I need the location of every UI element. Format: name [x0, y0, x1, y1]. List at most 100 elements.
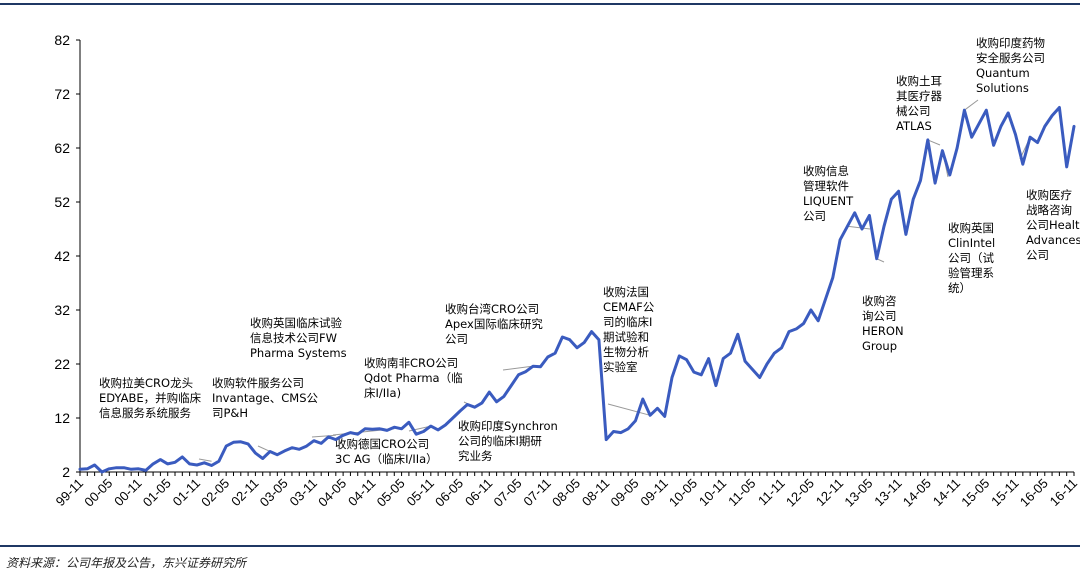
annotation-text: 期试验和: [603, 330, 649, 344]
annotation-text: 信息技术公司FW: [250, 331, 337, 345]
annotation-text: EDYABE，并购临床: [99, 391, 202, 405]
annotation-text: Solutions: [976, 81, 1029, 95]
annotation-text: 收购德国CRO公司: [335, 437, 429, 451]
x-tick-label: 00-11: [111, 476, 144, 509]
y-tick-label: 52: [54, 194, 70, 210]
x-tick-label: 03-11: [287, 476, 320, 509]
y-tick-label: 32: [54, 302, 70, 318]
x-tick-label: 07-05: [491, 476, 525, 510]
annotation-text: 公司: [445, 332, 468, 346]
x-tick-label: 16-05: [1017, 476, 1051, 510]
x-tick-label: 00-05: [81, 476, 115, 510]
annotation-leader: [847, 225, 871, 230]
annotation-text: 收购英国: [948, 221, 994, 235]
annotation-text: 管理软件: [803, 179, 849, 193]
x-tick-label: 05-05: [374, 476, 408, 510]
annotation-text: Qdot Pharma（临: [364, 371, 463, 385]
annotation-text: 安全服务公司: [976, 51, 1045, 65]
x-tick-label: 13-05: [841, 476, 875, 510]
x-tick-label: 09-11: [637, 476, 670, 509]
annotation-text: CEMAF公: [603, 300, 655, 314]
x-tick-label: 09-05: [607, 476, 641, 510]
annotation-text: Invantage、CMS公: [212, 391, 319, 405]
x-tick-label: 01-11: [170, 476, 203, 509]
x-tick-label: 04-05: [315, 476, 349, 510]
annotation-leader: [198, 458, 212, 462]
annotation-text: ATLAS: [896, 119, 932, 133]
annotation-text: 公司Health: [1026, 218, 1080, 232]
x-tick-label: 15-11: [988, 476, 1021, 509]
x-tick-label: 10-11: [696, 476, 729, 509]
annotation-text: 收购英国临床试验: [250, 316, 342, 330]
annotation-text: 询公司: [862, 309, 897, 323]
annotation-text: 究业务: [458, 449, 493, 463]
annotation-text: Group: [862, 339, 897, 353]
y-tick-label: 72: [54, 86, 70, 102]
annotation-text: 统）: [948, 281, 971, 295]
x-tick-label: 16-11: [1047, 476, 1080, 509]
annotation-leader: [311, 434, 336, 438]
annotation-text: 其医疗器: [896, 89, 942, 103]
annotation-text: Advances: [1026, 233, 1080, 247]
x-tick-label: 12-05: [783, 476, 817, 510]
series-line: [78, 106, 1076, 474]
annotation-text: 验管理系: [948, 266, 994, 280]
annotation-text: 公司（试: [948, 251, 994, 265]
annotation-text: Pharma Systems: [250, 346, 347, 360]
x-tick-label: 01-05: [140, 476, 174, 510]
annotation-text: 收购拉美CRO龙头: [99, 376, 193, 390]
annotation-text: LIQUENT: [803, 194, 854, 208]
annotation-text: 收购咨: [862, 294, 897, 308]
annotation-text: Quantum: [976, 66, 1030, 80]
top-rule: [0, 3, 1080, 5]
annotation-leader: [607, 403, 651, 416]
annotation-leader: [502, 365, 534, 371]
annotation-text: 收购印度药物: [976, 36, 1045, 50]
y-tick-label: 62: [54, 140, 70, 156]
annotation-text: 械公司: [896, 104, 931, 118]
x-tick-label: 10-05: [666, 476, 700, 510]
annotation-leader: [257, 445, 271, 452]
source-note: 资料来源：公司年报及公告，东兴证券研究所: [6, 556, 247, 570]
x-tick-label: 02-11: [228, 476, 261, 509]
annotation-text: 生物分析: [603, 345, 649, 359]
y-tick-label: 12: [54, 410, 70, 426]
annotation: 收购医疗战略咨询公司HealthAdvances公司: [1019, 136, 1080, 262]
x-tick-label: 13-11: [871, 476, 904, 509]
x-tick-label: 14-05: [900, 476, 934, 510]
x-tick-label: 11-05: [725, 476, 758, 509]
x-tick-label: 15-05: [958, 476, 992, 510]
annotation-text: 司P&H: [212, 406, 248, 420]
annotation-leader: [927, 139, 941, 146]
x-tick-label: 03-05: [257, 476, 291, 510]
annotation-text: ClinIntel: [948, 236, 995, 250]
y-tick-label: 2: [62, 464, 70, 480]
annotation-leader: [964, 99, 979, 111]
annotation-text: 收购法国: [603, 285, 649, 299]
annotation-text: 收购土耳: [896, 74, 942, 88]
annotation-text: 战略咨询: [1026, 203, 1072, 217]
y-tick-label: 22: [54, 356, 70, 372]
annotation-text: 收购台湾CRO公司: [445, 302, 539, 316]
annotation-text: 实验室: [603, 360, 638, 374]
x-tick-label: 06-11: [462, 476, 495, 509]
annotation-text: 司的临床I: [603, 315, 652, 329]
annotation-text: 收购信息: [803, 164, 849, 178]
annotation-text: 3C AG（临床I/IIa）: [335, 452, 438, 466]
x-tick-label: 06-05: [432, 476, 466, 510]
annotation-text: 信息服务系统服务: [99, 406, 191, 420]
x-tick-label: 12-11: [813, 476, 846, 509]
x-tick-label: 11-11: [755, 476, 788, 509]
x-tick-label: 07-11: [520, 476, 553, 509]
